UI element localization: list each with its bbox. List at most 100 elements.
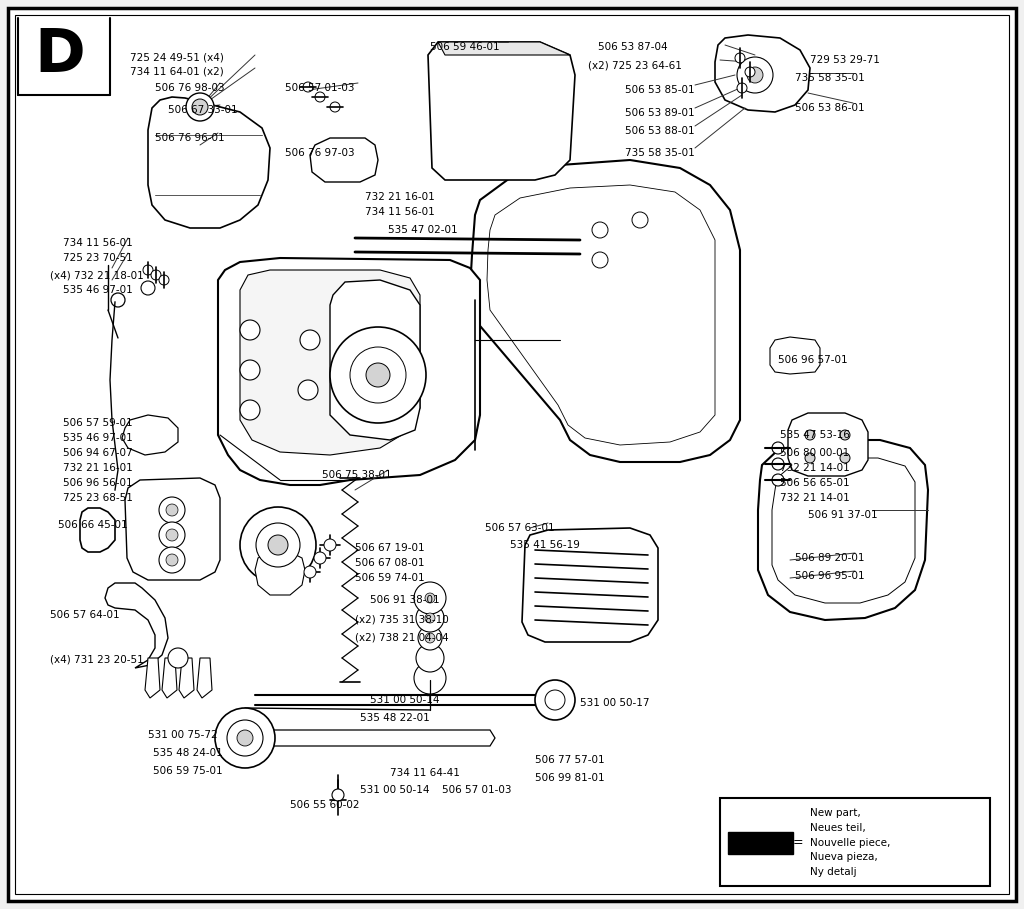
Polygon shape <box>122 415 178 455</box>
Circle shape <box>416 604 444 632</box>
Polygon shape <box>197 658 212 698</box>
Text: 506 53 85-01: 506 53 85-01 <box>625 85 694 95</box>
Text: 732 21 16-01: 732 21 16-01 <box>63 463 133 473</box>
Text: 506 96 57-01: 506 96 57-01 <box>778 355 848 365</box>
Text: 734 11 56-01: 734 11 56-01 <box>63 238 133 248</box>
Text: 506 76 98-03: 506 76 98-03 <box>155 83 224 93</box>
Text: 506 77 57-01: 506 77 57-01 <box>535 755 604 765</box>
Text: 506 96 56-01: 506 96 56-01 <box>63 478 133 488</box>
Circle shape <box>840 430 850 440</box>
Text: 531 00 50-14: 531 00 50-14 <box>370 695 439 705</box>
Circle shape <box>166 504 178 516</box>
Polygon shape <box>105 583 168 668</box>
Circle shape <box>193 99 208 115</box>
Text: 535 47 53-16: 535 47 53-16 <box>780 430 850 440</box>
Text: 535 47 02-01: 535 47 02-01 <box>388 225 458 235</box>
Circle shape <box>314 552 326 564</box>
Circle shape <box>840 453 850 463</box>
Circle shape <box>418 626 442 650</box>
Circle shape <box>350 347 406 403</box>
Text: 531 00 50-17: 531 00 50-17 <box>580 698 649 708</box>
Text: 506 53 86-01: 506 53 86-01 <box>795 103 864 113</box>
Circle shape <box>805 453 815 463</box>
Circle shape <box>315 92 325 102</box>
Polygon shape <box>179 658 194 698</box>
Text: 506 76 97-03: 506 76 97-03 <box>285 148 354 158</box>
Text: (x2) 725 23 64-61: (x2) 725 23 64-61 <box>588 60 682 70</box>
Polygon shape <box>715 35 810 112</box>
Circle shape <box>592 252 608 268</box>
Text: 506 53 87-04: 506 53 87-04 <box>598 42 668 52</box>
Polygon shape <box>240 270 420 455</box>
Circle shape <box>535 680 575 720</box>
Text: 506 67 33-01: 506 67 33-01 <box>168 105 238 115</box>
Text: 506 53 88-01: 506 53 88-01 <box>625 126 694 136</box>
Text: 506 67 19-01: 506 67 19-01 <box>355 543 425 553</box>
Circle shape <box>632 212 648 228</box>
Text: 732 21 16-01: 732 21 16-01 <box>365 192 435 202</box>
Circle shape <box>166 529 178 541</box>
Text: 506 75 38-01: 506 75 38-01 <box>322 470 391 480</box>
Text: 732 21 14-01: 732 21 14-01 <box>780 463 850 473</box>
Circle shape <box>366 363 390 387</box>
Text: 506 76 96-01: 506 76 96-01 <box>155 133 224 143</box>
Circle shape <box>737 57 773 93</box>
Text: 734 11 56-01: 734 11 56-01 <box>365 207 435 217</box>
Circle shape <box>215 708 275 768</box>
Polygon shape <box>162 658 177 698</box>
Text: =: = <box>793 836 803 850</box>
Circle shape <box>151 270 161 280</box>
Text: New part,
Neues teil,
Nouvelle piece,
Nueva pieza,
Ny detalj: New part, Neues teil, Nouvelle piece, Nu… <box>810 808 891 877</box>
Text: 506 56 65-01: 506 56 65-01 <box>780 478 850 488</box>
Text: (x4) 731 23 20-51: (x4) 731 23 20-51 <box>50 655 143 665</box>
Circle shape <box>805 430 815 440</box>
Circle shape <box>772 474 784 486</box>
Text: 506 67 08-01: 506 67 08-01 <box>355 558 425 568</box>
Text: 535 46 97-01: 535 46 97-01 <box>63 285 133 295</box>
Circle shape <box>416 644 444 672</box>
Bar <box>728 832 793 854</box>
Polygon shape <box>770 337 820 374</box>
Polygon shape <box>148 97 270 228</box>
Text: 506 57 01-03: 506 57 01-03 <box>442 785 512 795</box>
Circle shape <box>237 730 253 746</box>
Text: 535 46 97-01: 535 46 97-01 <box>63 433 133 443</box>
Circle shape <box>330 102 340 112</box>
Polygon shape <box>438 42 570 55</box>
Circle shape <box>227 720 263 756</box>
Text: 734 11 64-01 (x2): 734 11 64-01 (x2) <box>130 67 224 77</box>
Circle shape <box>166 554 178 566</box>
Text: 732 21 14-01: 732 21 14-01 <box>780 493 850 503</box>
Text: 506 94 67-07: 506 94 67-07 <box>63 448 133 458</box>
Text: 506 99 81-01: 506 99 81-01 <box>535 773 604 783</box>
Circle shape <box>545 690 565 710</box>
Text: 729 53 29-71: 729 53 29-71 <box>810 55 880 65</box>
Circle shape <box>256 523 300 567</box>
Circle shape <box>240 400 260 420</box>
Circle shape <box>324 539 336 551</box>
Text: 506 91 38-01: 506 91 38-01 <box>370 595 439 605</box>
Circle shape <box>141 281 155 295</box>
Text: 506 53 89-01: 506 53 89-01 <box>625 108 694 118</box>
Circle shape <box>143 265 153 275</box>
Circle shape <box>592 222 608 238</box>
Bar <box>720 798 990 886</box>
Polygon shape <box>522 528 658 642</box>
Polygon shape <box>788 413 868 476</box>
Circle shape <box>772 442 784 454</box>
Circle shape <box>425 593 435 603</box>
Circle shape <box>304 566 316 578</box>
Text: 506 57 63-01: 506 57 63-01 <box>485 523 555 533</box>
Circle shape <box>735 53 745 63</box>
Text: 725 23 70-51: 725 23 70-51 <box>63 253 133 263</box>
Text: 735 58 35-01: 735 58 35-01 <box>795 73 864 83</box>
Text: 531 00 75-72: 531 00 75-72 <box>148 730 218 740</box>
Circle shape <box>737 83 746 93</box>
Circle shape <box>746 67 763 83</box>
Polygon shape <box>428 42 575 180</box>
Circle shape <box>425 633 435 643</box>
Circle shape <box>745 67 755 77</box>
Text: 506 91 37-01: 506 91 37-01 <box>808 510 878 520</box>
Circle shape <box>303 82 313 92</box>
Polygon shape <box>470 160 740 462</box>
